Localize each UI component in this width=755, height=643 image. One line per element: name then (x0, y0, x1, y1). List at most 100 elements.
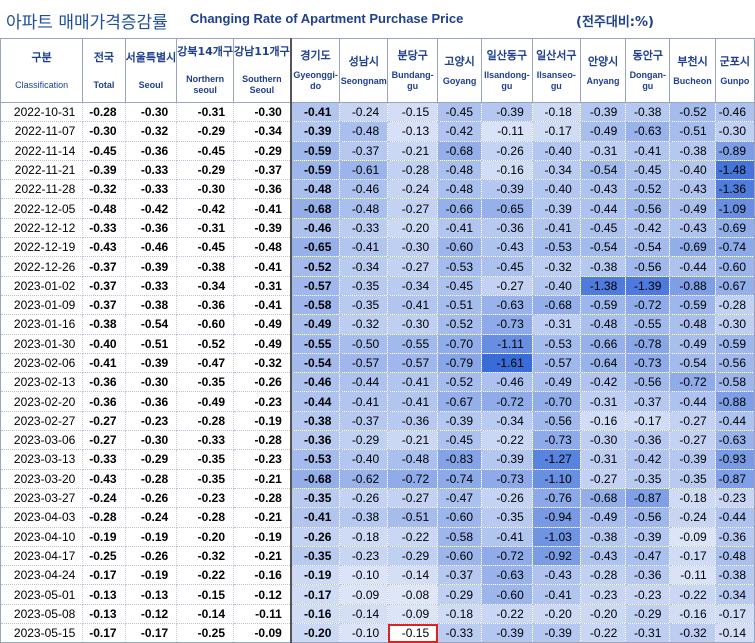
table-cell: -0.37 (625, 391, 671, 412)
table-cell: -0.41 (625, 141, 671, 161)
column-header: 고양시 Goyang (437, 38, 482, 103)
table-cell: -0.63 (715, 430, 755, 451)
table-cell: -0.43 (532, 565, 581, 586)
table-cell: -0.65 (290, 237, 341, 258)
table-cell: -0.39 (532, 198, 581, 219)
table-cell: -1.11 (481, 334, 533, 354)
table-row: 2023-02-20 -0.36 -0.36 -0.49 -0.23 -0.44 -0.41… (0, 391, 755, 412)
column-header: 강북14개구 Northern seoul (176, 38, 234, 103)
table-cell: -0.28 (580, 565, 627, 586)
table-cell: -0.39 (437, 411, 482, 432)
column-header: 전국 Total (82, 38, 126, 103)
column-header: 분당구 Bundang-gu (387, 38, 439, 103)
table-cell: -0.68 (290, 198, 341, 219)
table-cell: -0.36 (625, 565, 671, 586)
table-cell: -0.39 (532, 623, 581, 643)
column-header: 성남시 Seongnam (339, 38, 389, 103)
table-unit: (전주대비:%) (576, 15, 654, 30)
table-cell: -0.27 (387, 488, 439, 509)
table-cell: -0.34 (233, 121, 292, 142)
table-cell: -0.15 (387, 102, 439, 123)
table-header: 구분 Classification 전국 Total 서울특별시 Seoul 강북14개구 N… (0, 38, 755, 103)
table-cell: -0.54 (290, 353, 341, 374)
table-cell: -0.72 (669, 372, 716, 393)
column-header: 경기도 Gyeonggi-do (290, 38, 341, 103)
table-cell: -0.23 (580, 584, 627, 605)
table-cell: -0.30 (387, 314, 439, 335)
table-cell: -0.18 (669, 488, 716, 509)
table-cell: -0.56 (532, 411, 581, 432)
table-cell: -0.46 (715, 102, 755, 123)
row-date: 2022-10-31 (0, 102, 84, 123)
table-cell: -0.28 (233, 430, 292, 451)
table-cell: -0.11 (481, 121, 533, 142)
table-cell: -0.33 (437, 623, 482, 643)
table-cell: -0.31 (176, 218, 234, 239)
row-date: 2022-11-14 (0, 141, 84, 161)
table-cell: -0.26 (481, 141, 533, 161)
table-cell: -0.54 (669, 353, 716, 374)
table-cell: -0.34 (481, 411, 533, 432)
table-cell: -0.66 (437, 198, 482, 219)
table-cell: -0.10 (339, 565, 389, 586)
table-cell: -0.48 (437, 160, 482, 181)
table-cell: -0.46 (290, 372, 341, 393)
table-cell: -0.41 (481, 527, 533, 547)
table-cell: -0.52 (625, 179, 671, 200)
table-cell: -0.38 (290, 411, 341, 432)
table-cell: -0.23 (125, 411, 178, 432)
table-cell: -0.52 (437, 314, 482, 335)
row-date: 2023-04-24 (0, 565, 84, 586)
table-cell: -0.41 (290, 102, 341, 123)
table-cell: -0.51 (437, 295, 482, 316)
table-cell: -0.31 (532, 314, 581, 335)
table-cell: -0.09 (669, 527, 716, 547)
table-cell: -0.32 (339, 314, 389, 335)
table-cell: -0.72 (625, 295, 671, 316)
table-row: 2022-12-19 -0.43 -0.46 -0.45 -0.48 -0.65 -0.41… (0, 237, 755, 258)
table-cell: -0.31 (625, 623, 671, 643)
table-cell: -0.48 (339, 198, 389, 219)
table-cell: -0.41 (532, 218, 581, 239)
table-cell: -1.03 (532, 527, 581, 547)
table-cell: -0.19 (233, 411, 292, 432)
table-cell: -0.14 (339, 604, 389, 625)
table-cell: -0.14 (176, 604, 234, 625)
table-row: 2022-12-05 -0.48 -0.42 -0.42 -0.41 -0.68 -0.48… (0, 198, 755, 219)
table-cell: -0.49 (580, 507, 627, 528)
table-cell: -0.22 (387, 527, 439, 547)
table-cell: -0.38 (580, 256, 627, 277)
table-cell: -0.17 (625, 411, 671, 432)
table-cell: -0.41 (339, 391, 389, 412)
table-cell: -0.42 (580, 372, 627, 393)
table-cell: -0.48 (82, 198, 126, 219)
column-header: 동안구 Dongan-gu (625, 38, 671, 103)
column-header-english: Anyang (586, 75, 620, 86)
table-cell: -0.52 (669, 102, 716, 123)
table-cell: -0.08 (387, 584, 439, 605)
table-cell: -0.45 (176, 237, 234, 258)
column-header-korean: 전국 (93, 50, 115, 64)
table-row: 2022-11-07 -0.30 -0.32 -0.29 -0.34 -0.39 -0.48… (0, 121, 755, 142)
column-header-korean: 성남시 (348, 54, 379, 68)
table-cell: -0.49 (580, 121, 627, 142)
table-cell: -0.26 (125, 488, 178, 509)
table-cell: -0.87 (625, 488, 671, 509)
table-cell: -0.30 (125, 102, 178, 123)
table-cell: -0.73 (481, 469, 533, 489)
table-cell: -0.28 (176, 507, 234, 528)
table-cell: -0.42 (176, 198, 234, 219)
table-cell: -0.35 (176, 449, 234, 470)
table-cell: -0.33 (125, 276, 178, 296)
table-cell: -0.41 (233, 198, 292, 219)
table-cell: -0.32 (233, 353, 292, 374)
table-cell: -0.46 (339, 179, 389, 200)
table-cell: -0.88 (715, 391, 755, 412)
table-cell: -0.52 (437, 372, 482, 393)
table-cell: -0.24 (339, 102, 389, 123)
header-row: 구분 Classification 전국 Total 서울특별시 Seoul 강북14개구 N… (0, 38, 755, 103)
table-cell: -0.35 (339, 295, 389, 316)
table-cell: -0.49 (532, 372, 581, 393)
row-date: 2023-02-20 (0, 391, 84, 412)
table-cell: -0.15 (176, 584, 234, 605)
